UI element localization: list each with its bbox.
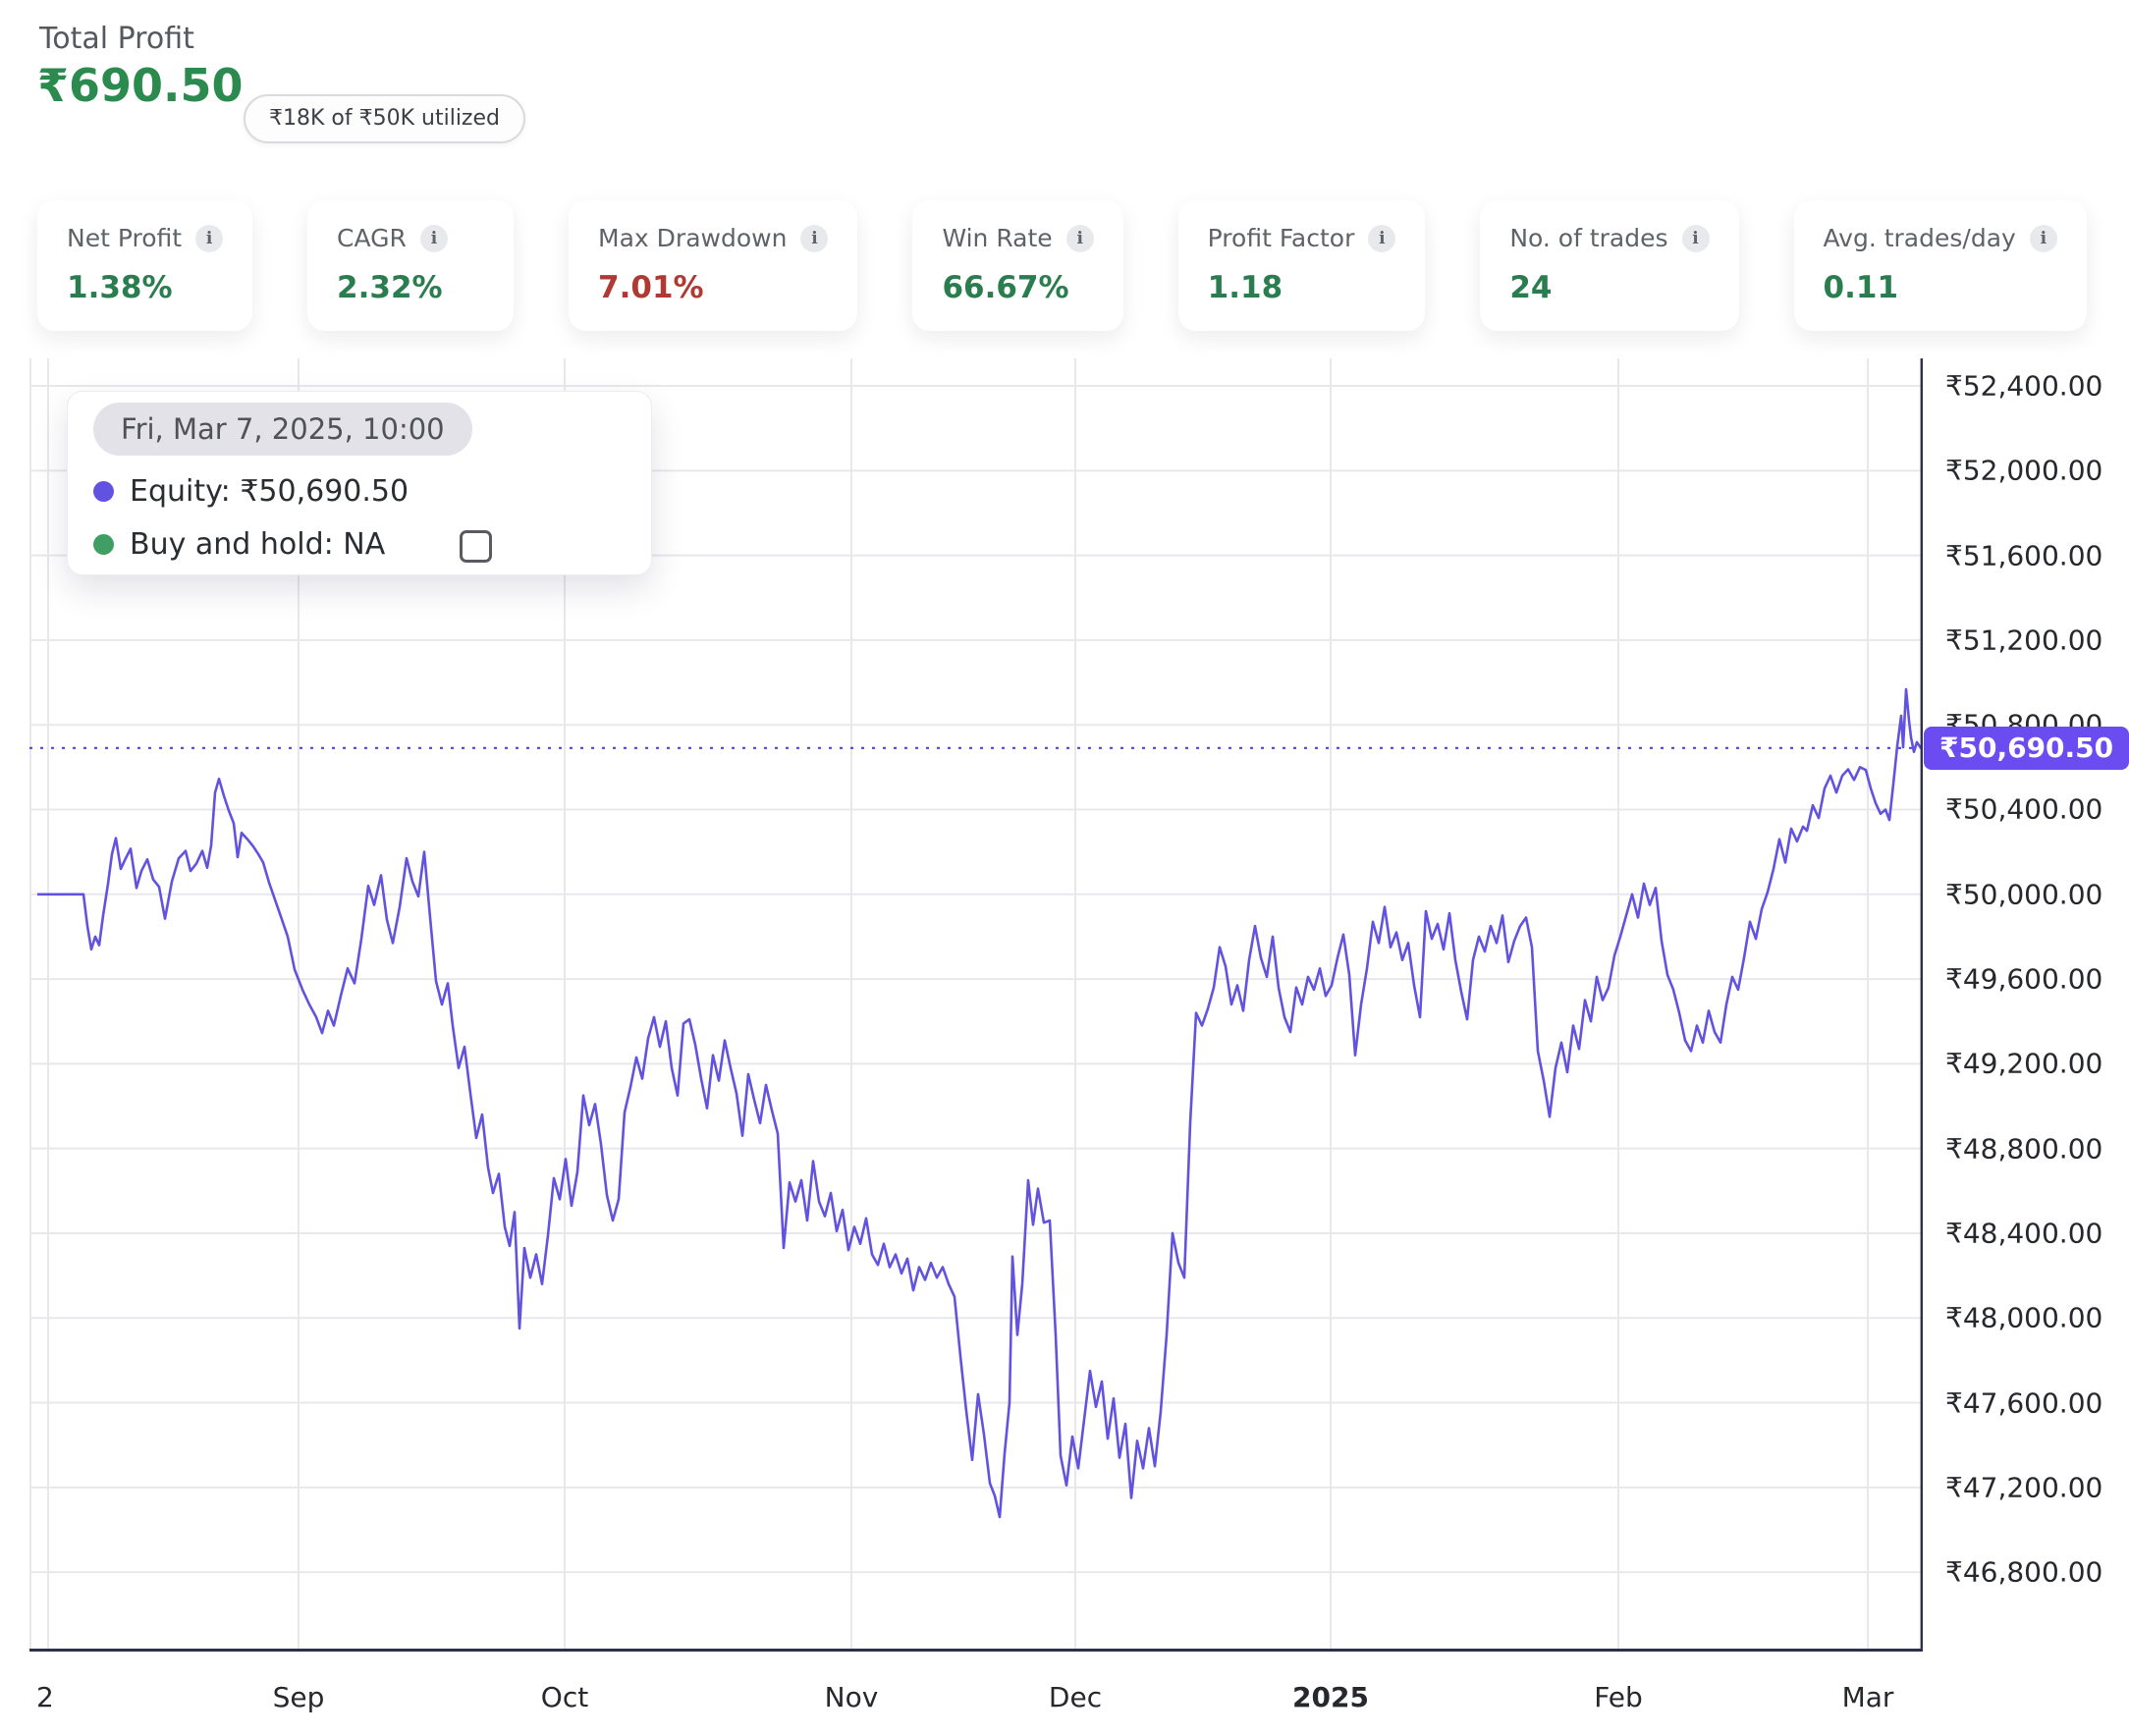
equity-chart-plot[interactable] bbox=[29, 358, 1923, 1652]
chart-tooltip: Fri, Mar 7, 2025, 10:00 Equity: ₹50,690.… bbox=[67, 391, 652, 575]
tooltip-equity-row: Equity: ₹50,690.50 bbox=[93, 474, 409, 509]
y-axis-label: ₹49,200.00 bbox=[1945, 1047, 2103, 1080]
x-axis-label: Mar bbox=[1841, 1681, 1894, 1713]
stat-label: No. of trades bbox=[1509, 224, 1668, 252]
y-axis-label: ₹46,800.00 bbox=[1945, 1555, 2103, 1589]
info-icon[interactable]: i bbox=[419, 224, 448, 252]
stat-label: Max Drawdown bbox=[598, 224, 788, 252]
info-icon[interactable]: i bbox=[1681, 224, 1710, 252]
buyhold-series-dot-icon bbox=[93, 534, 114, 555]
y-axis-label: ₹49,600.00 bbox=[1945, 962, 2103, 996]
stat-label: Avg. trades/day bbox=[1823, 224, 2016, 252]
stat-value: 1.18 bbox=[1207, 270, 1283, 305]
stat-label: CAGR bbox=[337, 224, 407, 252]
y-axis-label: ₹52,000.00 bbox=[1945, 454, 2103, 487]
stat-card-cagr: CAGR i 2.32% bbox=[307, 200, 515, 331]
stats-row: Net Profit i 1.38% CAGR i 2.32% Max Draw… bbox=[37, 200, 2087, 331]
x-axis-label: Oct bbox=[540, 1681, 589, 1713]
y-axis-label: ₹47,600.00 bbox=[1945, 1386, 2103, 1420]
y-axis-label: ₹50,000.00 bbox=[1945, 878, 2103, 911]
x-axis-label: Sep bbox=[272, 1681, 325, 1713]
stat-value: 0.11 bbox=[1823, 270, 1899, 305]
total-profit-value: ₹690.50 bbox=[37, 59, 244, 112]
stat-value: 1.38% bbox=[67, 270, 173, 305]
info-icon[interactable]: i bbox=[1368, 224, 1396, 252]
stat-value: 7.01% bbox=[598, 270, 704, 305]
stat-value: 24 bbox=[1509, 270, 1553, 305]
x-axis-label: Nov bbox=[824, 1681, 879, 1713]
tooltip-buyhold-row: Buy and hold: NA bbox=[93, 527, 385, 562]
x-axis-label: Dec bbox=[1048, 1681, 1103, 1713]
stat-card-avg-trades-day: Avg. trades/day i 0.11 bbox=[1793, 200, 2087, 331]
equity-curve-svg[interactable] bbox=[29, 358, 1923, 1652]
info-icon[interactable]: i bbox=[195, 224, 224, 252]
stat-card-profit-factor: Profit Factor i 1.18 bbox=[1177, 200, 1426, 331]
stat-label: Win Rate bbox=[942, 224, 1053, 252]
info-icon[interactable]: i bbox=[2029, 224, 2057, 252]
y-axis-label: ₹51,200.00 bbox=[1945, 624, 2103, 657]
stat-card-net-profit: Net Profit i 1.38% bbox=[37, 200, 253, 331]
stat-label: Net Profit bbox=[67, 224, 183, 252]
y-axis-label: ₹52,400.00 bbox=[1945, 369, 2103, 403]
stat-card-win-rate: Win Rate i 66.67% bbox=[912, 200, 1123, 331]
y-axis-label: ₹51,600.00 bbox=[1945, 539, 2103, 572]
info-icon[interactable]: i bbox=[800, 224, 829, 252]
stat-value: 66.67% bbox=[942, 270, 1069, 305]
y-axis-label: ₹50,400.00 bbox=[1945, 792, 2103, 826]
x-axis-label: 2 bbox=[36, 1681, 54, 1713]
buyhold-checkbox[interactable] bbox=[460, 530, 492, 563]
y-axis-label: ₹48,000.00 bbox=[1945, 1301, 2103, 1334]
stat-card-no-of-trades: No. of trades i 24 bbox=[1480, 200, 1739, 331]
stat-value: 2.32% bbox=[337, 270, 443, 305]
stat-label: Profit Factor bbox=[1207, 224, 1355, 252]
tooltip-date-pill: Fri, Mar 7, 2025, 10:00 bbox=[93, 403, 472, 456]
info-icon[interactable]: i bbox=[1065, 224, 1094, 252]
tooltip-buyhold-text: Buy and hold: NA bbox=[130, 527, 386, 562]
y-axis-label: ₹48,400.00 bbox=[1945, 1217, 2103, 1250]
y-axis-label: ₹48,800.00 bbox=[1945, 1132, 2103, 1166]
equity-series-dot-icon bbox=[93, 481, 114, 502]
page-title: Total Profit bbox=[39, 22, 194, 56]
x-axis-label: Feb bbox=[1594, 1681, 1643, 1713]
stat-card-max-drawdown: Max Drawdown i 7.01% bbox=[569, 200, 858, 331]
current-value-badge: ₹50,690.50 bbox=[1924, 726, 2129, 770]
equity-curve-line bbox=[37, 687, 1923, 1519]
tooltip-equity-text: Equity: ₹50,690.50 bbox=[130, 474, 409, 509]
x-axis-label: 2025 bbox=[1292, 1681, 1369, 1713]
y-axis-label: ₹47,200.00 bbox=[1945, 1471, 2103, 1504]
capital-utilized-badge: ₹18K of ₹50K utilized bbox=[244, 94, 525, 143]
